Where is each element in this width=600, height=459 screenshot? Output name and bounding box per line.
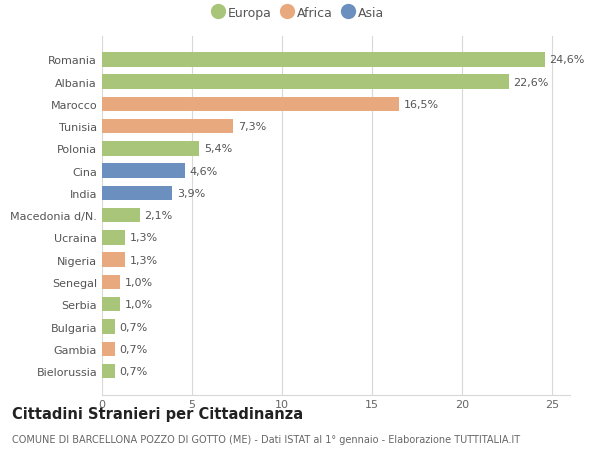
Bar <box>102 275 120 290</box>
Bar <box>102 186 172 201</box>
Text: 22,6%: 22,6% <box>514 78 548 87</box>
Bar <box>102 364 115 379</box>
Text: 0,7%: 0,7% <box>119 322 148 332</box>
Bar <box>102 75 509 90</box>
Text: 3,9%: 3,9% <box>177 189 205 198</box>
Bar <box>102 142 199 157</box>
Text: 1,3%: 1,3% <box>130 255 158 265</box>
Bar <box>102 164 185 179</box>
Legend: Europa, Africa, Asia: Europa, Africa, Asia <box>208 2 389 25</box>
Bar <box>102 97 399 112</box>
Bar <box>102 253 125 268</box>
Text: Cittadini Stranieri per Cittadinanza: Cittadini Stranieri per Cittadinanza <box>12 406 303 421</box>
Text: COMUNE DI BARCELLONA POZZO DI GOTTO (ME) - Dati ISTAT al 1° gennaio - Elaborazio: COMUNE DI BARCELLONA POZZO DI GOTTO (ME)… <box>12 434 520 444</box>
Bar <box>102 342 115 356</box>
Bar <box>102 231 125 245</box>
Text: 2,1%: 2,1% <box>145 211 173 221</box>
Text: 5,4%: 5,4% <box>204 144 232 154</box>
Bar <box>102 208 140 223</box>
Text: 0,7%: 0,7% <box>119 366 148 376</box>
Text: 4,6%: 4,6% <box>190 166 218 176</box>
Text: 0,7%: 0,7% <box>119 344 148 354</box>
Text: 1,0%: 1,0% <box>125 300 152 309</box>
Text: 7,3%: 7,3% <box>238 122 266 132</box>
Text: 1,3%: 1,3% <box>130 233 158 243</box>
Bar <box>102 53 545 67</box>
Text: 24,6%: 24,6% <box>550 55 584 65</box>
Text: 1,0%: 1,0% <box>125 277 152 287</box>
Bar <box>102 297 120 312</box>
Bar <box>102 319 115 334</box>
Bar <box>102 120 233 134</box>
Text: 16,5%: 16,5% <box>404 100 439 110</box>
